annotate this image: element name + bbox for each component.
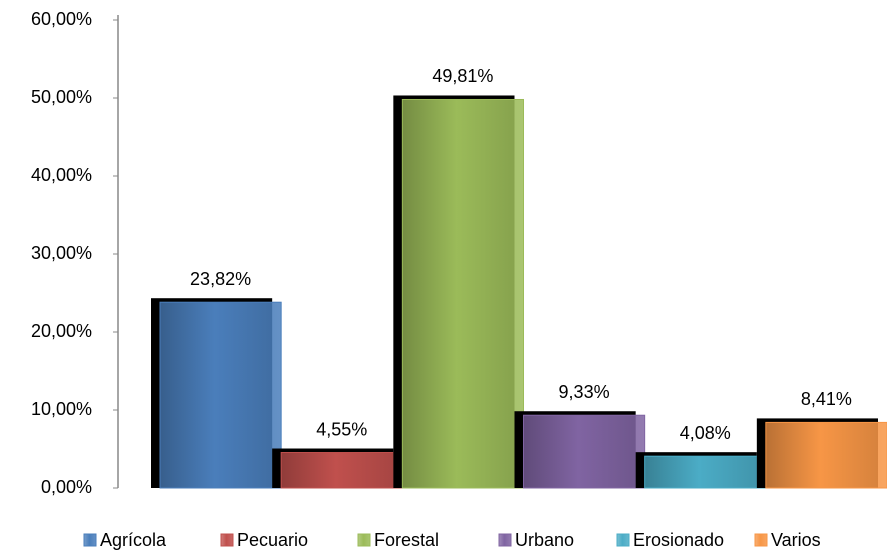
legend-swatch (498, 533, 512, 547)
y-tick-label: 10,00% (31, 399, 92, 419)
bar (765, 421, 887, 489)
legend-swatch (357, 533, 371, 547)
value-label: 49,81% (432, 66, 493, 86)
y-tick-label: 60,00% (31, 9, 92, 29)
bar (401, 98, 525, 489)
legend-label: Pecuario (237, 530, 308, 550)
legend-label: Forestal (374, 530, 439, 550)
y-tick-label: 20,00% (31, 321, 92, 341)
y-tick-label: 30,00% (31, 243, 92, 263)
y-tick-label: 40,00% (31, 165, 92, 185)
value-label: 4,08% (680, 423, 731, 443)
value-label: 23,82% (190, 269, 251, 289)
y-tick-label: 50,00% (31, 87, 92, 107)
legend-swatch (220, 533, 234, 547)
value-label: 9,33% (559, 382, 610, 402)
legend-swatch (754, 533, 768, 547)
legend-swatch (83, 533, 97, 547)
bar (280, 452, 403, 489)
legend-label: Erosionado (633, 530, 724, 550)
y-tick-label: 0,00% (41, 477, 92, 497)
bar (523, 414, 646, 489)
legend-swatch (616, 533, 630, 547)
legend-label: Varios (771, 530, 821, 550)
value-label: 4,55% (316, 419, 367, 439)
bar (644, 455, 767, 489)
value-label: 8,41% (801, 389, 852, 409)
legend-label: Urbano (515, 530, 574, 550)
bar (159, 301, 282, 489)
legend-label: Agrícola (100, 530, 167, 550)
